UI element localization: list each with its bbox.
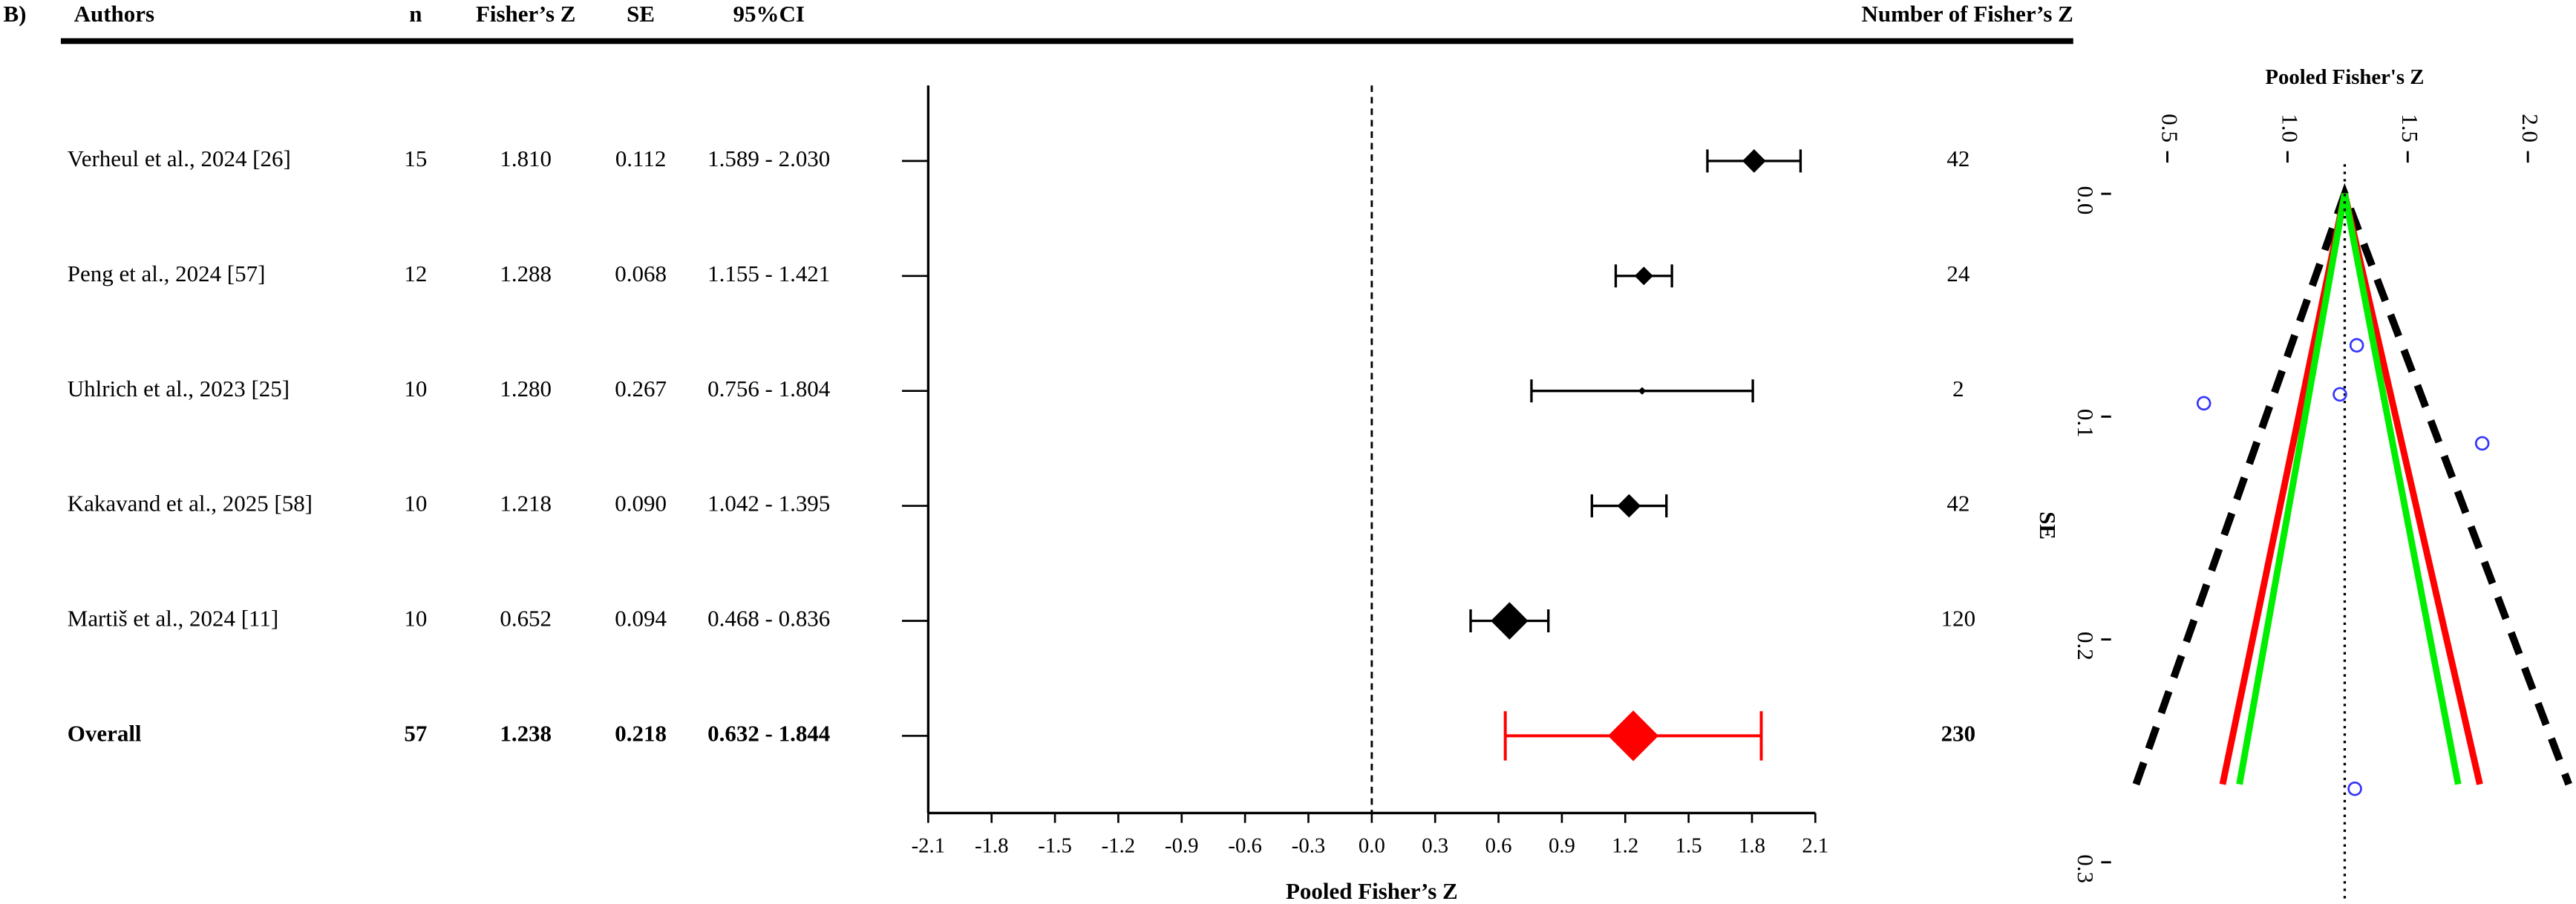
se-cell: 0.218 — [615, 721, 667, 747]
x-tick-label: -0.6 — [1228, 833, 1262, 857]
ci-cell: 1.155 - 1.421 — [707, 261, 830, 286]
funnel-limit — [2132, 183, 2572, 786]
se-cell: 0.094 — [615, 606, 667, 632]
se-cell: 0.090 — [615, 491, 667, 517]
x-axis-label: Pooled Fisher’s Z — [1286, 878, 1458, 904]
x-tick-label: -0.3 — [1292, 833, 1326, 857]
x-tick-label: -1.8 — [975, 833, 1009, 857]
study-point — [2349, 338, 2364, 353]
z-cell: 1.280 — [500, 376, 552, 402]
y-axis-label: SE — [2035, 511, 2061, 540]
se-cell: 0.112 — [615, 145, 667, 171]
count-cell: 24 — [1946, 261, 1969, 286]
effect-diamond — [1742, 149, 1766, 173]
y-tick-label: 0.2 — [2073, 632, 2099, 661]
n-cell: 12 — [404, 261, 427, 286]
panel-label: B) — [3, 1, 26, 27]
x-tick-label: 1.5 — [2397, 114, 2423, 143]
funnel-limit — [2236, 193, 2462, 785]
column-header: Authors — [74, 1, 154, 27]
effect-diamond — [1638, 387, 1647, 395]
study-point — [2474, 436, 2490, 451]
column-header: SE — [627, 1, 655, 27]
count-cell: 42 — [1946, 145, 1969, 171]
n-cell: 10 — [404, 491, 427, 517]
x-tick-label: -0.9 — [1165, 833, 1199, 857]
effect-diamond — [1617, 494, 1641, 518]
author: Martiš et al., 2024 [11] — [68, 606, 278, 632]
x-tick-label: 0.9 — [1549, 833, 1575, 857]
x-tick-label: 0.6 — [1485, 833, 1512, 857]
study-point — [2333, 387, 2347, 402]
author: Uhlrich et al., 2023 [25] — [68, 376, 290, 402]
ci-cell: 1.589 - 2.030 — [707, 145, 830, 171]
author: Overall — [68, 721, 142, 747]
x-tick-label: -1.5 — [1038, 833, 1072, 857]
count-cell: 42 — [1946, 491, 1969, 517]
column-header: n — [409, 1, 422, 27]
x-tick-label: 0.0 — [1359, 833, 1385, 857]
author: Verheul et al., 2024 [26] — [68, 145, 291, 171]
y-tick-label: 0.3 — [2073, 854, 2099, 883]
ci-cell: 0.756 - 1.804 — [707, 376, 830, 402]
author: Peng et al., 2024 [57] — [68, 261, 266, 286]
x-tick-label: 0.3 — [1422, 833, 1448, 857]
x-tick-label: 0.5 — [2157, 114, 2183, 143]
column-header: Fisher’s Z — [476, 1, 575, 27]
z-cell: 1.238 — [500, 721, 552, 747]
x-tick-label: -1.2 — [1102, 833, 1136, 857]
n-cell: 15 — [404, 145, 427, 171]
x-tick-label: 2.0 — [2517, 114, 2543, 143]
effect-diamond — [1491, 602, 1529, 640]
effect-diamond — [1634, 266, 1653, 286]
x-tick-label: 1.0 — [2277, 114, 2303, 143]
x-tick-label: 1.5 — [1676, 833, 1702, 857]
se-cell: 0.068 — [615, 261, 667, 286]
column-header: 95%CI — [733, 1, 805, 27]
z-cell: 1.218 — [500, 491, 552, 517]
effect-diamond — [1608, 710, 1659, 761]
n-cell: 10 — [404, 376, 427, 402]
x-tick-label: 2.1 — [1802, 833, 1828, 857]
x-tick-label: 1.8 — [1739, 833, 1765, 857]
z-cell: 0.652 — [500, 606, 552, 632]
y-tick-label: 0.1 — [2073, 409, 2099, 438]
ci-cell: 0.632 - 1.844 — [707, 721, 830, 747]
study-point — [2196, 396, 2211, 411]
study-point — [2347, 781, 2362, 796]
n-cell: 10 — [404, 606, 427, 632]
count-cell: 2 — [1952, 376, 1964, 402]
column-header: Number of Fisher’s Z — [1862, 1, 2073, 27]
z-cell: 1.810 — [500, 145, 552, 171]
ci-cell: 1.042 - 1.395 — [707, 491, 830, 517]
author: Kakavand et al., 2025 [58] — [68, 491, 313, 517]
ci-cell: 0.468 - 0.836 — [707, 606, 830, 632]
count-cell: 230 — [1941, 721, 1975, 747]
n-cell: 57 — [404, 721, 427, 747]
count-cell: 120 — [1941, 606, 1975, 632]
y-tick-label: 0.0 — [2073, 186, 2099, 215]
z-cell: 1.288 — [500, 261, 552, 286]
funnel-title: Pooled Fisher's Z — [2265, 65, 2424, 89]
se-cell: 0.267 — [615, 376, 667, 402]
x-tick-label: 1.2 — [1612, 833, 1638, 857]
x-tick-label: -2.1 — [912, 833, 946, 857]
